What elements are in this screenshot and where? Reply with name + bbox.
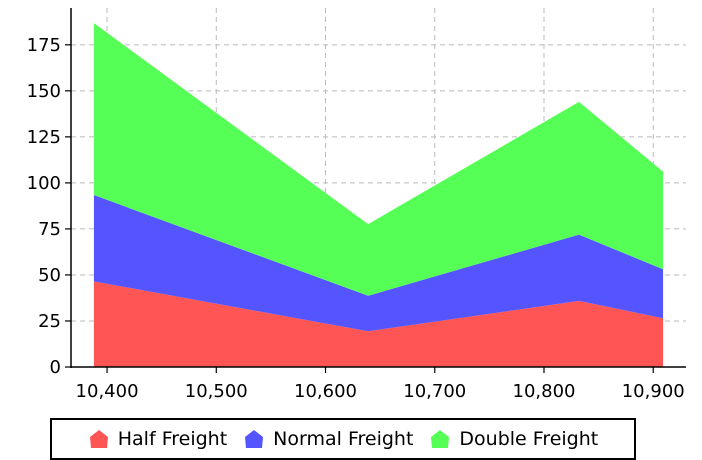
area-normal-freight <box>93 195 664 332</box>
x-tick-label: 10,500 <box>185 381 248 402</box>
legend-label: Double Freight <box>459 428 599 450</box>
x-tick-label: 10,900 <box>622 381 685 402</box>
y-tick-label: 0 <box>50 357 61 378</box>
y-tick-label: 100 <box>27 173 61 194</box>
legend-label: Normal Freight <box>273 428 414 450</box>
y-tick-label: 50 <box>38 265 61 286</box>
legend-swatch-icon <box>89 430 108 448</box>
area-double-freight <box>93 23 664 296</box>
area-half-freight <box>93 281 664 367</box>
x-tick-label: 10,800 <box>513 381 576 402</box>
legend-item: Double Freight <box>429 428 598 450</box>
axes <box>70 8 686 368</box>
legend-swatch-icon <box>431 430 450 448</box>
x-tick-label: 10,700 <box>403 381 466 402</box>
tick-labels: 0 25 50 75 100 125 150 175 10,400 10,500 10,600 10,… <box>27 35 685 402</box>
y-tick-label: 150 <box>27 81 61 102</box>
legend-item: Normal Freight <box>243 428 413 450</box>
legend: Half Freight Normal Freight Double Freight <box>50 418 636 460</box>
x-tick-label: 10,600 <box>294 381 357 402</box>
y-tick-label: 25 <box>38 311 61 332</box>
y-tick-label: 75 <box>38 219 61 240</box>
y-tick-label: 175 <box>27 35 61 56</box>
legend-swatch-icon <box>245 430 264 448</box>
legend-item: Half Freight <box>88 428 227 450</box>
y-tick-label: 125 <box>27 127 61 148</box>
x-tick-label: 10,400 <box>76 381 139 402</box>
stacked-area-chart: 0 25 50 75 100 125 150 175 10,400 10,500 10,600 10,… <box>27 8 686 402</box>
area-series-group <box>93 23 664 367</box>
legend-label: Half Freight <box>117 428 228 450</box>
